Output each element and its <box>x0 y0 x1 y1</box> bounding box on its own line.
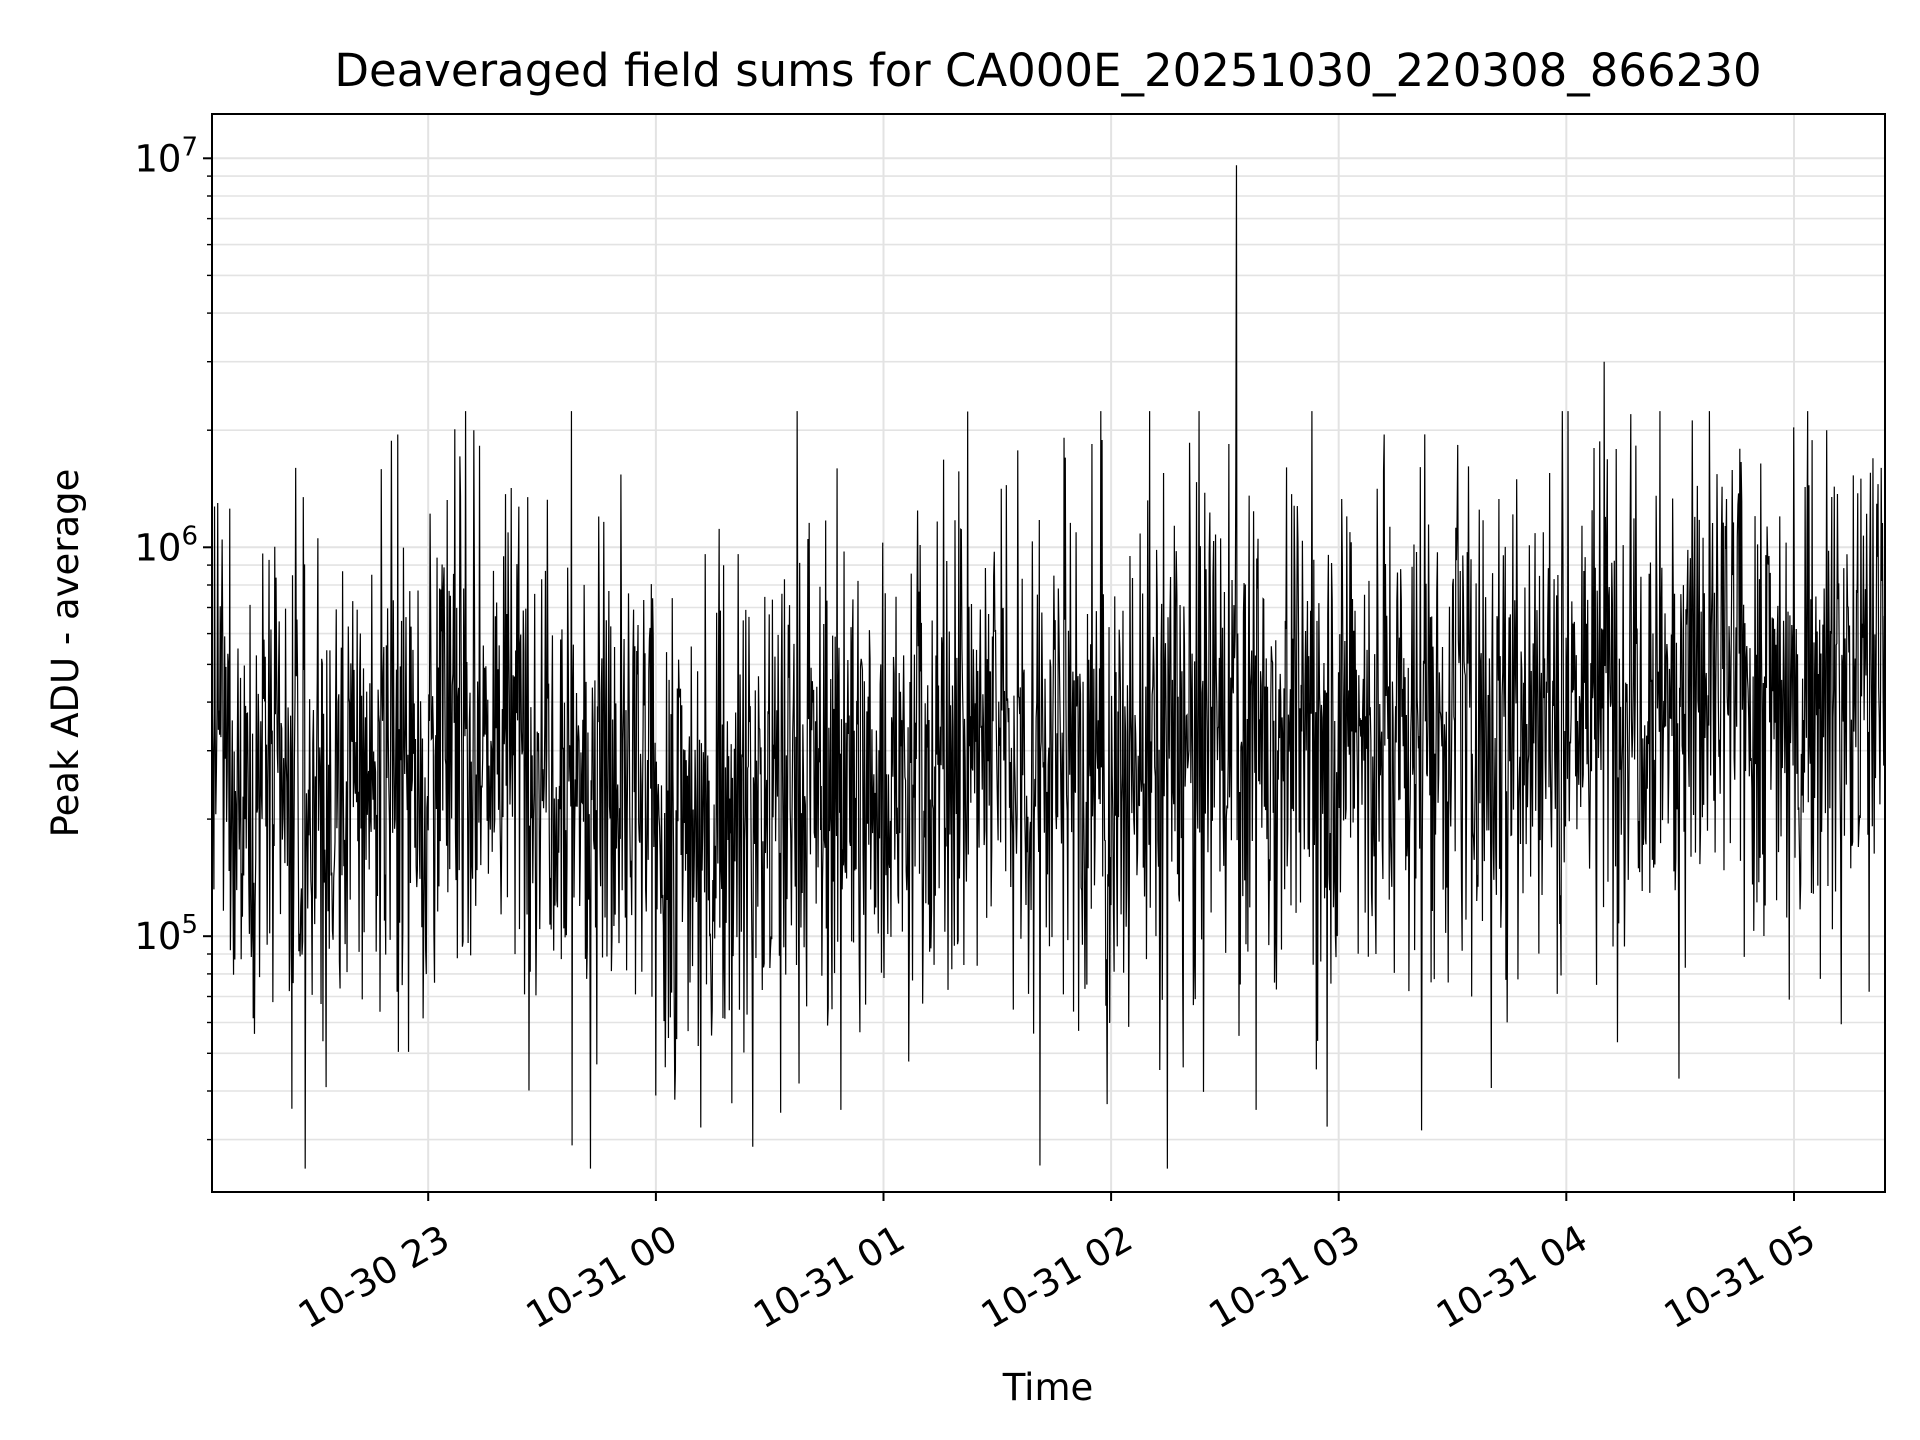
x-tick-label: 10-31 02 <box>974 1217 1140 1337</box>
x-axis-label: Time <box>1002 1366 1094 1409</box>
x-tick-label: 10-31 01 <box>746 1217 912 1337</box>
x-tick-label: 10-31 04 <box>1429 1217 1595 1337</box>
series-group <box>211 165 1886 1169</box>
x-tick-label: 10-31 03 <box>1202 1217 1368 1337</box>
x-tick-label: 10-31 00 <box>519 1217 685 1337</box>
x-tick-label: 10-30 23 <box>291 1217 457 1337</box>
x-tick-label: 10-31 05 <box>1657 1217 1823 1337</box>
y-tick-label: 106 <box>134 521 198 569</box>
y-tick-label: 105 <box>134 910 198 958</box>
y-axis: 105 106 107 <box>134 132 212 1141</box>
x-axis: 10-30 23 10-31 00 10-31 01 10-31 02 10-31 03… <box>291 1192 1823 1337</box>
plot-frame <box>211 113 1886 1193</box>
series-line <box>211 165 1886 1169</box>
chart-title: Deaveraged field sums for CA000E_2025103… <box>334 44 1761 97</box>
y-axis-label: Peak ADU - average <box>44 469 87 838</box>
y-tick-label: 107 <box>134 132 198 180</box>
